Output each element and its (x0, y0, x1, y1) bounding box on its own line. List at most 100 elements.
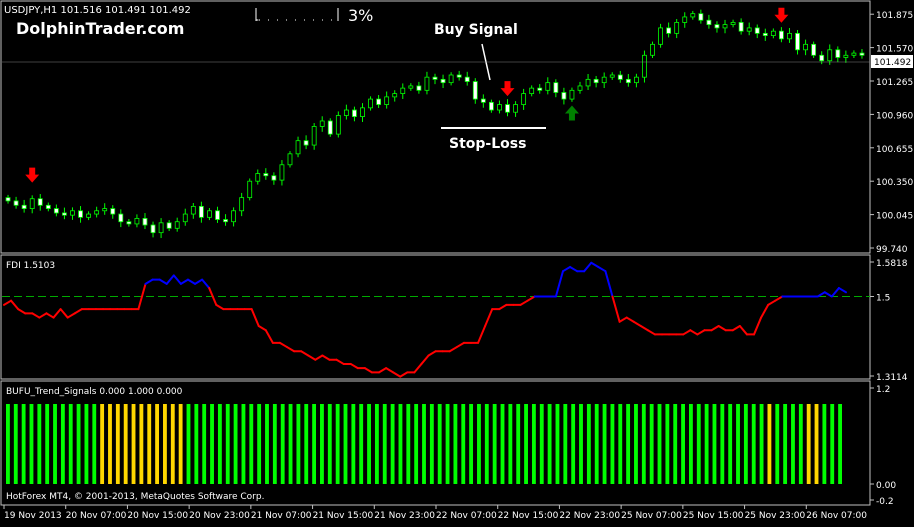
fdi-segment (484, 308, 494, 327)
fdi-segment (378, 367, 388, 374)
fdi-segment (59, 308, 69, 319)
signal-bar-green (720, 404, 725, 484)
candle-body (577, 85, 583, 91)
candle-body (255, 173, 261, 182)
price-panel-frame[interactable] (0, 0, 871, 254)
fdi-segment (172, 274, 182, 285)
candle (617, 70, 623, 83)
fdi-segment (774, 295, 784, 302)
candle-body (851, 52, 857, 56)
time-tick-label: 22 Nov 07:00 (436, 511, 497, 521)
fdi-tick-label: 1.5 (876, 293, 890, 303)
signal-bar-green (327, 404, 332, 484)
fdi-segment (194, 278, 204, 285)
signal-bar-green (233, 404, 238, 484)
time-tick-label: 20 Nov 07:00 (66, 511, 127, 521)
candle-body (343, 109, 349, 116)
fdi-panel-frame[interactable] (0, 254, 871, 380)
candle-body (408, 85, 414, 89)
candle (577, 81, 583, 94)
fdi-title: FDI 1.5103 (6, 261, 55, 271)
candle-body (319, 120, 325, 127)
candle (851, 50, 857, 59)
signal-bar-green (610, 404, 615, 484)
buy-signal-label: Buy Signal (434, 22, 518, 38)
signal-bar-green (288, 404, 293, 484)
candle (5, 194, 11, 204)
fdi-axis: 1.5818 1.5 1.3114 (870, 259, 908, 383)
signal-bar-green (335, 404, 340, 484)
sell-arrow-icon (500, 81, 515, 97)
signal-bar-green (469, 404, 474, 484)
candle-body (787, 32, 792, 40)
fdi-segment (66, 312, 76, 319)
candle (126, 218, 132, 227)
signal-bar-green (484, 404, 489, 484)
signal-bar-green (775, 404, 780, 484)
time-tick-label: 20 Nov 15:00 (127, 511, 188, 521)
candle-body (561, 92, 567, 100)
signal-bar-green (516, 404, 521, 484)
current-price-value: 101.492 (874, 58, 911, 68)
fdi-segment (710, 324, 720, 332)
candle-body (287, 153, 293, 166)
fdi-segment (52, 308, 62, 319)
candle-body (134, 218, 140, 225)
candle (682, 12, 688, 28)
progress-indicator: 3% (255, 6, 373, 25)
candle (488, 99, 494, 113)
price-tick-label: 100.045 (876, 212, 913, 222)
candle (762, 28, 768, 41)
candle-body (432, 76, 438, 80)
signal-bar-yellow (814, 404, 819, 484)
candle (585, 74, 591, 90)
candle (21, 199, 27, 213)
fdi-segment (399, 371, 409, 378)
signal-bar-green (508, 404, 513, 484)
signal-bar-green (390, 404, 395, 484)
candle-body (94, 210, 100, 215)
signal-bar-green (594, 404, 599, 484)
signal-bar-green (641, 404, 646, 484)
fdi-segment (278, 341, 289, 349)
signal-bar-green (406, 404, 411, 484)
fdi-series (3, 261, 847, 378)
candle (432, 73, 438, 85)
candle-body (811, 43, 817, 56)
signal-bar-green (492, 404, 497, 484)
time-tick-label: 19 Nov 2013 (4, 511, 62, 521)
candle (231, 207, 236, 227)
candle (497, 100, 502, 114)
candle-body (513, 104, 518, 113)
signal-bar-green (838, 404, 842, 484)
signal-bar-green (798, 404, 803, 484)
fdi-segment (250, 308, 260, 327)
signal-bar-yellow (100, 404, 105, 484)
candle-body (746, 27, 752, 32)
candle (408, 83, 414, 91)
fdi-segment (455, 341, 465, 349)
candle (521, 88, 527, 110)
price-tick-label: 101.570 (876, 45, 913, 55)
signal-bar-green (53, 404, 57, 484)
candle (690, 10, 696, 20)
candle-body (142, 218, 148, 226)
signal-bar-green (539, 404, 544, 484)
candle-body (279, 164, 285, 181)
candle-body (779, 30, 784, 40)
signal-bar-green (759, 404, 764, 484)
candle (609, 72, 615, 80)
fdi-segment (413, 362, 423, 374)
candle (215, 206, 220, 223)
candle (472, 78, 478, 104)
candle (279, 160, 285, 186)
signal-bar-green (84, 404, 89, 484)
signal-bar-green (657, 404, 662, 484)
candle (674, 19, 680, 39)
signal-bar-green (343, 404, 348, 484)
signal-bar-green (367, 404, 371, 484)
candle-body (650, 43, 655, 56)
current-price-box (871, 55, 913, 68)
candle-body (440, 78, 446, 84)
signal-bar-green (194, 404, 199, 484)
